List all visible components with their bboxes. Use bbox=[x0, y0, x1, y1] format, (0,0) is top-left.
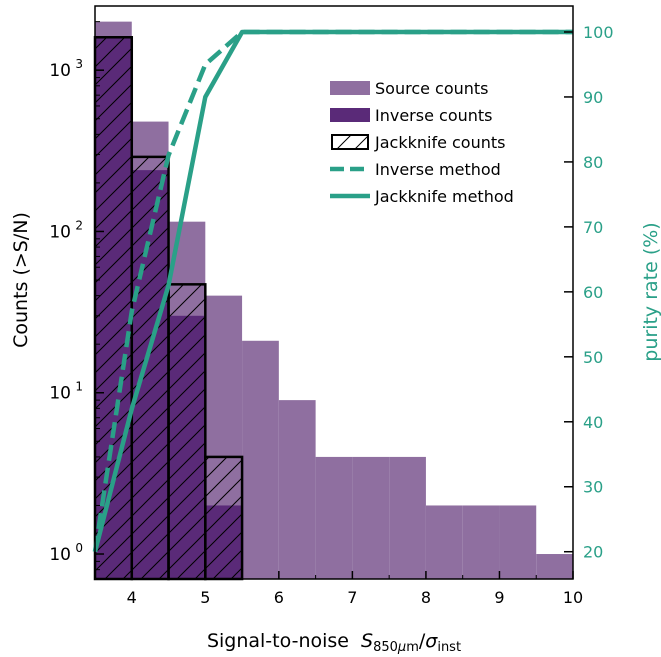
y-tick-exponent: 1 bbox=[75, 380, 83, 394]
y-tick-label: 10 bbox=[49, 61, 71, 81]
y2-tick-label: 20 bbox=[583, 543, 603, 562]
x-axis-label-s: S bbox=[361, 630, 373, 652]
x-axis-label-slash: / bbox=[419, 630, 426, 652]
legend-item: Inverse method bbox=[330, 160, 501, 179]
source-counts-bar bbox=[352, 456, 390, 579]
legend-item: Source counts bbox=[330, 79, 489, 98]
legend: Source counts Inverse counts Jackknife cou… bbox=[330, 79, 514, 206]
x-tick-label: 7 bbox=[347, 588, 357, 607]
source-counts-bar bbox=[389, 456, 426, 579]
source-counts-bar bbox=[499, 505, 537, 579]
jackknife-counts-bar bbox=[204, 455, 244, 581]
x-tick-label: 10 bbox=[563, 588, 583, 607]
source-counts-bar bbox=[536, 554, 573, 579]
y2-tick-label: 30 bbox=[583, 478, 603, 497]
y2-tick-label: 90 bbox=[583, 88, 603, 107]
y2-tick-label: 40 bbox=[583, 413, 603, 432]
x-tick-label: 5 bbox=[200, 588, 210, 607]
jackknife-counts-bar bbox=[130, 155, 170, 581]
x-tick-label: 6 bbox=[274, 588, 284, 607]
x-tick-label: 4 bbox=[127, 588, 137, 607]
legend-swatch bbox=[331, 134, 369, 150]
y2-tick-label: 100 bbox=[583, 23, 614, 42]
x-axis-label-m: m bbox=[406, 640, 419, 655]
y-tick-label: 10 bbox=[49, 545, 71, 565]
y2-axis-label: purity rate (%) bbox=[640, 222, 661, 361]
legend-label: Source counts bbox=[375, 79, 489, 98]
legend-item: Jackknife method bbox=[330, 187, 514, 206]
y-axis-ticks: 10 0 10 1 10 2 10 3 bbox=[49, 21, 104, 580]
y2-axis-ticks: 20 30 40 50 60 70 80 90 100 bbox=[564, 23, 614, 562]
x-axis-label-sub2: inst bbox=[437, 640, 461, 655]
jackknife-counts-bar bbox=[93, 36, 134, 581]
y-tick-label: 10 bbox=[49, 222, 71, 242]
x-tick-label: 8 bbox=[421, 588, 431, 607]
source-counts-bar bbox=[242, 340, 279, 579]
legend-label: Jackknife method bbox=[374, 187, 514, 206]
source-counts-bar bbox=[278, 400, 316, 579]
purity-lines bbox=[92, 29, 573, 553]
y2-tick-label: 80 bbox=[583, 153, 603, 172]
y-tick-exponent: 0 bbox=[75, 541, 83, 555]
x-axis-label-sub1: 850 bbox=[373, 640, 398, 655]
y-axis-label: Counts (>S/N) bbox=[10, 212, 32, 348]
x-axis-label-sigma: σ bbox=[425, 630, 438, 652]
x-axis-label-text: Signal-to-noise bbox=[207, 630, 349, 652]
y-tick-exponent: 2 bbox=[75, 218, 83, 232]
legend-label: Inverse method bbox=[375, 160, 501, 179]
source-counts-bar bbox=[315, 456, 353, 579]
legend-item: Jackknife counts bbox=[331, 133, 505, 152]
y2-tick-label: 50 bbox=[583, 348, 603, 367]
source-counts-bar bbox=[425, 505, 463, 579]
x-axis-label-mu: μ bbox=[397, 640, 406, 655]
x-tick-label: 9 bbox=[494, 588, 504, 607]
y2-tick-label: 70 bbox=[583, 218, 603, 237]
legend-swatch bbox=[330, 81, 370, 95]
y-tick-label: 10 bbox=[49, 384, 71, 404]
legend-label: Inverse counts bbox=[375, 106, 493, 125]
legend-item: Inverse counts bbox=[330, 106, 493, 125]
jackknife-counts-bar bbox=[167, 283, 207, 581]
y-tick-exponent: 3 bbox=[75, 57, 83, 71]
jackknife-method-line bbox=[92, 29, 573, 553]
jackknife-counts-bars bbox=[93, 36, 244, 581]
x-axis-label: Signal-to-noise S850μm/σinst bbox=[207, 630, 461, 655]
y2-tick-label: 60 bbox=[583, 283, 603, 302]
legend-swatch bbox=[330, 108, 370, 122]
source-counts-bar bbox=[462, 505, 500, 579]
legend-label: Jackknife counts bbox=[374, 133, 505, 152]
x-axis-ticks: 4 5 6 7 8 9 10 bbox=[94, 571, 583, 607]
